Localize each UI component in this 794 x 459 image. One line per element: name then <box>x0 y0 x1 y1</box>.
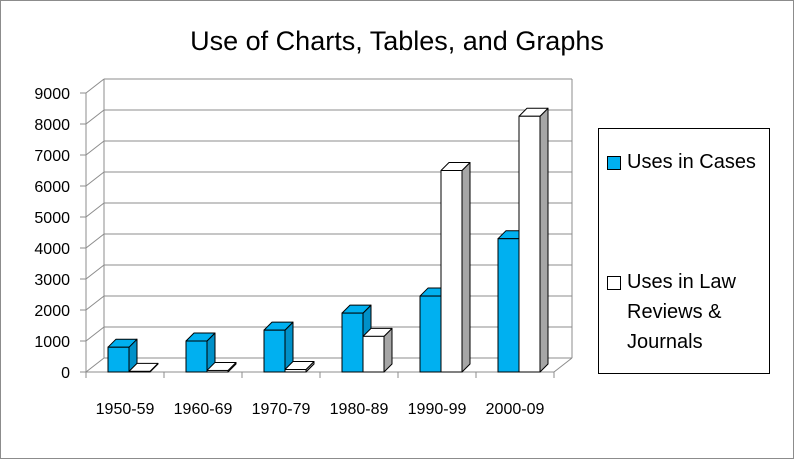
legend-entry-journals: Uses in Law Reviews & Journals <box>607 267 767 357</box>
x-tick-label-2000-09: 2000-09 <box>486 401 545 418</box>
y-tick-label-0: 0 <box>61 365 70 382</box>
legend-swatch-journals <box>607 276 621 290</box>
gridline-side-0 <box>85 357 105 373</box>
gridline-side-5000 <box>85 202 105 218</box>
y-tick-label-4000: 4000 <box>34 241 70 258</box>
bar-front <box>284 369 307 373</box>
bar-cases-1970-79 <box>263 321 294 373</box>
y-tick-labels: 0 1000 2000 3000 4000 5000 6000 7000 8000 9000 <box>34 86 70 382</box>
x-tick-label-1980-89: 1980-89 <box>330 401 389 418</box>
bar-cases-1980-89 <box>341 304 372 373</box>
y-tick-label-7000: 7000 <box>34 148 70 165</box>
x-tick-label-1990-99: 1990-99 <box>408 401 467 418</box>
bar-journals-1980-89 <box>362 327 393 373</box>
bar-front <box>263 329 286 373</box>
bar-journals-1960-69 <box>206 361 237 373</box>
legend-label-journals: Uses in Law Reviews & Journals <box>627 271 736 353</box>
bar-side <box>461 162 471 373</box>
legend-label-cases: Uses in Cases <box>627 151 756 173</box>
bar-side <box>539 107 549 373</box>
x-tick-label-1960-69: 1960-69 <box>174 401 233 418</box>
bar-cases-1960-69 <box>185 332 216 373</box>
gridline-side-9000 <box>85 78 105 94</box>
y-tick-label-3000: 3000 <box>34 272 70 289</box>
bar-journals-1950-59 <box>128 362 159 373</box>
bar-front <box>128 370 151 373</box>
gridline-side-7000 <box>85 140 105 156</box>
bar-front <box>206 369 229 373</box>
gridline-side-6000 <box>85 171 105 187</box>
x-tick-labels: 1950-59 1960-69 1970-79 1980-89 1990-99 2000-… <box>96 401 545 418</box>
bar-front <box>440 170 463 373</box>
bar-front <box>497 238 520 373</box>
bar-journals-2000-09 <box>518 107 549 373</box>
bar-front <box>419 295 442 373</box>
bar-journals-1970-79 <box>284 361 315 373</box>
y-tick-label-5000: 5000 <box>34 210 70 227</box>
bar-front <box>341 312 364 373</box>
bar-journals-1990-99 <box>440 162 471 373</box>
gridline-side-8000 <box>85 109 105 125</box>
y-tick-label-1000: 1000 <box>34 334 70 351</box>
gridline-side-2000 <box>85 295 105 311</box>
bars <box>107 107 549 373</box>
legend-swatch-cases <box>607 156 621 170</box>
bar-front <box>185 340 208 373</box>
legend-entry-cases: Uses in Cases <box>607 147 767 177</box>
y-tick-label-8000: 8000 <box>34 117 70 134</box>
x-axis-side <box>553 357 573 373</box>
bar-front <box>107 346 130 373</box>
y-tick-label-6000: 6000 <box>34 179 70 196</box>
bar-front <box>362 335 385 373</box>
gridline-side-3000 <box>85 264 105 280</box>
gridline-side-4000 <box>85 233 105 249</box>
y-tick-label-2000: 2000 <box>34 303 70 320</box>
gridline-side-1000 <box>85 326 105 342</box>
bar-front <box>518 115 541 373</box>
gridlines <box>85 78 572 373</box>
chart-title: Use of Charts, Tables, and Graphs <box>190 26 604 56</box>
legend: Uses in Cases Uses in Law Reviews & Jour… <box>598 128 770 374</box>
x-tick-label-1950-59: 1950-59 <box>96 401 155 418</box>
y-tick-label-9000: 9000 <box>34 86 70 103</box>
x-tick-label-1970-79: 1970-79 <box>252 401 311 418</box>
axes <box>80 79 573 378</box>
